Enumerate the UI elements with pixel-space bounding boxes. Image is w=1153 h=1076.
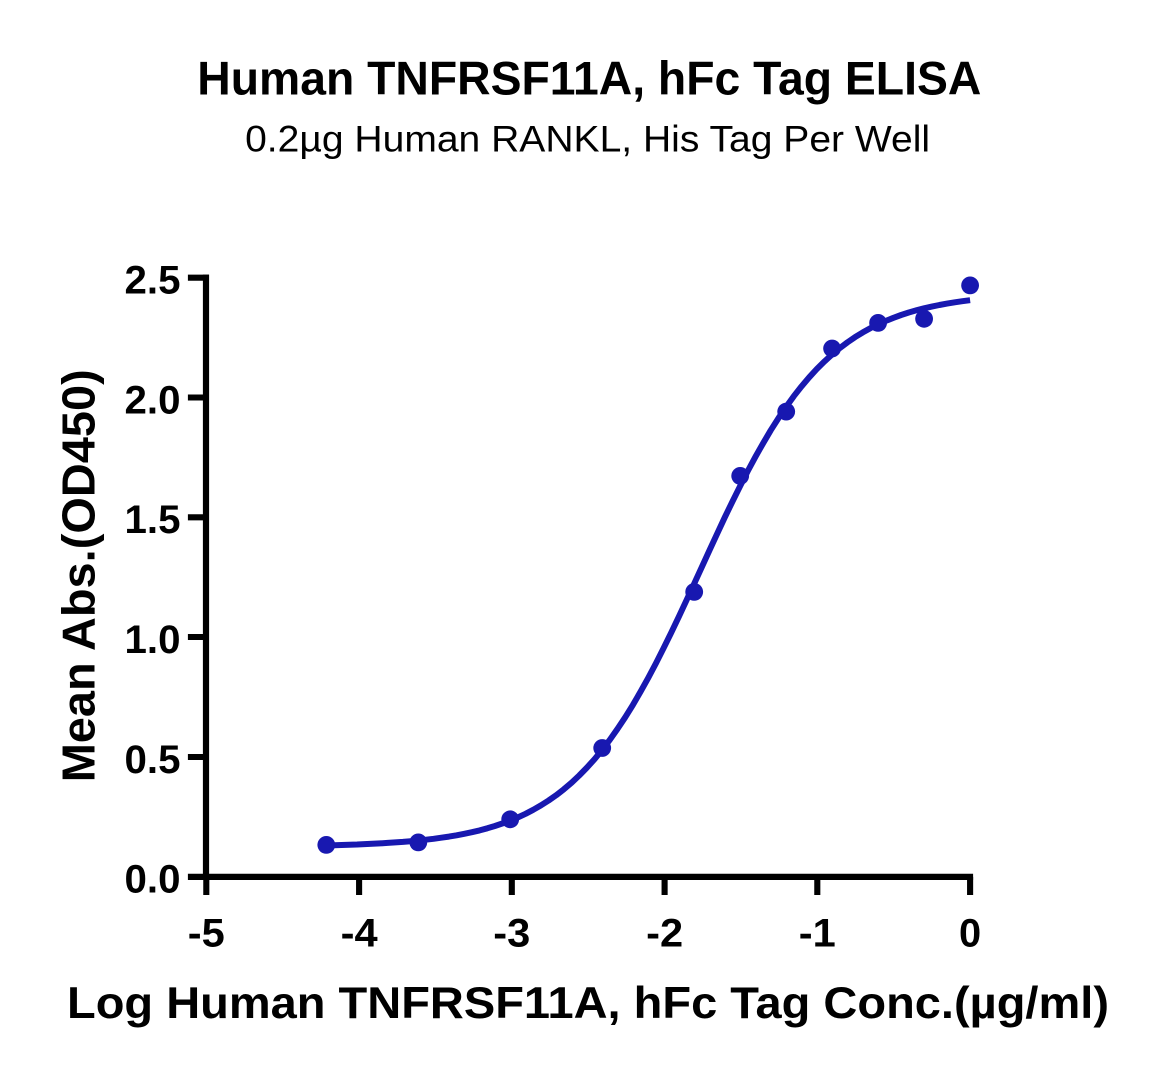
svg-text:-1: -1 [799, 911, 836, 955]
svg-text:1.5: 1.5 [125, 498, 181, 542]
svg-text:-3: -3 [493, 911, 530, 955]
svg-text:-2: -2 [646, 911, 683, 955]
svg-text:0.2µg Human RANKL, His Tag Per: 0.2µg Human RANKL, His Tag Per Well [245, 117, 930, 159]
svg-text:-4: -4 [341, 911, 378, 955]
svg-text:0: 0 [959, 911, 981, 955]
svg-text:0.5: 0.5 [125, 738, 181, 782]
svg-text:0.0: 0.0 [125, 858, 181, 902]
svg-text:2.5: 2.5 [125, 259, 181, 303]
svg-text:-5: -5 [188, 911, 225, 955]
svg-text:Human TNFRSF11A, hFc Tag ELISA: Human TNFRSF11A, hFc Tag ELISA [197, 53, 981, 106]
svg-text:2.0: 2.0 [125, 378, 181, 422]
svg-text:Mean Abs.(OD450): Mean Abs.(OD450) [53, 369, 105, 782]
svg-text:1.0: 1.0 [125, 618, 181, 662]
svg-text:Log Human TNFRSF11A, hFc Tag C: Log Human TNFRSF11A, hFc Tag Conc.(µg/ml… [67, 979, 1109, 1028]
